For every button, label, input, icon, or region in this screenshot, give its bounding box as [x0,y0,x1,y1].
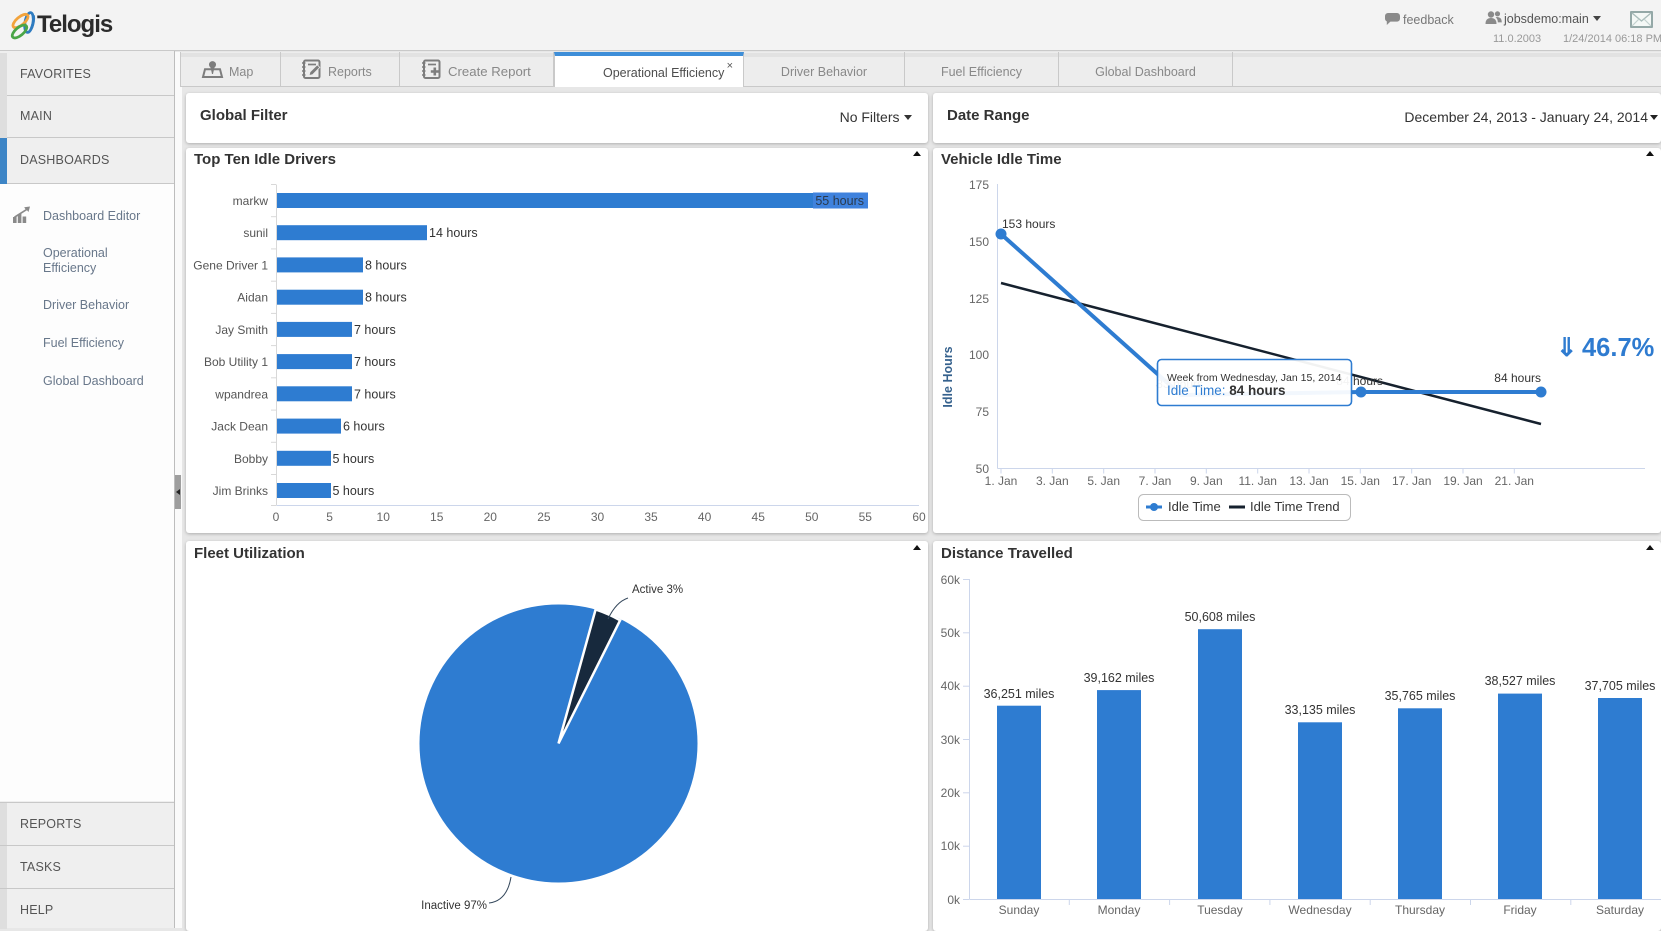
svg-text:Idle Time Trend: Idle Time Trend [1250,499,1340,514]
svg-text:Jay Smith: Jay Smith [215,323,268,337]
svg-text:0k: 0k [947,893,961,907]
svg-text:39,162 miles: 39,162 miles [1084,671,1155,685]
svg-text:7 hours: 7 hours [354,355,396,369]
svg-text:40k: 40k [941,679,961,693]
svg-text:7 hours: 7 hours [354,387,396,401]
svg-text:35: 35 [644,510,658,524]
svg-text:8 hours: 8 hours [365,291,407,305]
svg-text:125: 125 [969,292,989,306]
svg-text:55 hours: 55 hours [815,194,864,208]
svg-text:33,135 miles: 33,135 miles [1285,703,1356,717]
svg-text:3. Jan: 3. Jan [1036,474,1069,488]
svg-text:sunil: sunil [243,226,268,240]
svg-text:20k: 20k [941,786,961,800]
svg-text:Friday: Friday [1503,903,1536,917]
svg-text:13. Jan: 13. Jan [1289,474,1328,488]
svg-text:0: 0 [273,510,280,524]
svg-text:9. Jan: 9. Jan [1190,474,1223,488]
svg-text:14 hours: 14 hours [429,226,478,240]
svg-text:Sunday: Sunday [999,903,1040,917]
svg-text:8 hours: 8 hours [365,259,407,273]
svg-text:37,705 miles: 37,705 miles [1585,679,1656,693]
svg-text:7 hours: 7 hours [354,323,396,337]
svg-text:Wednesday: Wednesday [1288,903,1351,917]
svg-text:25: 25 [537,510,551,524]
svg-text:11. Jan: 11. Jan [1238,474,1276,488]
svg-text:Thursday: Thursday [1395,903,1445,917]
svg-text:50: 50 [805,510,819,524]
svg-text:Active 3%: Active 3% [632,584,683,596]
svg-text:153 hours: 153 hours [1002,217,1055,231]
svg-text:Gene Driver 1: Gene Driver 1 [193,259,268,273]
svg-text:15: 15 [430,510,444,524]
svg-text:Inactive 97%: Inactive 97% [421,900,487,912]
svg-text:6 hours: 6 hours [343,420,385,434]
svg-text:⇓: ⇓ [1556,334,1577,362]
svg-text:100: 100 [969,348,989,362]
svg-text:markw: markw [233,194,269,208]
svg-text:Monday: Monday [1098,903,1141,917]
svg-text:84 hours: 84 hours [1494,371,1541,385]
svg-text:50,608 miles: 50,608 miles [1185,610,1256,624]
svg-text:46.7%: 46.7% [1582,334,1654,362]
svg-text:1. Jan: 1. Jan [985,474,1018,488]
svg-text:wpandrea: wpandrea [214,387,268,401]
svg-text:Idle Time: 84 hours: Idle Time: 84 hours [1167,383,1286,398]
svg-text:36,251 miles: 36,251 miles [984,687,1055,701]
svg-text:Week from Wednesday, Jan 15, 2: Week from Wednesday, Jan 15, 2014 [1167,372,1342,384]
svg-text:50: 50 [976,462,990,476]
svg-text:Aidan: Aidan [237,291,268,305]
svg-text:30k: 30k [941,733,961,747]
svg-text:150: 150 [969,235,989,249]
svg-text:38,527 miles: 38,527 miles [1485,674,1556,688]
svg-text:10k: 10k [941,839,961,853]
svg-text:Idle Time: Idle Time [1168,499,1221,514]
svg-text:35,765 miles: 35,765 miles [1385,689,1456,703]
svg-text:30: 30 [591,510,605,524]
svg-text:5 hours: 5 hours [333,484,375,498]
svg-text:Jim Brinks: Jim Brinks [213,484,268,498]
svg-text:15. Jan: 15. Jan [1341,474,1380,488]
svg-text:55: 55 [859,510,873,524]
svg-text:21. Jan: 21. Jan [1495,474,1534,488]
svg-text:17. Jan: 17. Jan [1392,474,1431,488]
svg-text:40: 40 [698,510,712,524]
svg-text:5. Jan: 5. Jan [1087,474,1120,488]
svg-text:10: 10 [377,510,391,524]
svg-text:Idle Hours: Idle Hours [941,346,955,407]
svg-text:19. Jan: 19. Jan [1443,474,1482,488]
svg-text:Tuesday: Tuesday [1197,903,1243,917]
svg-text:Bob Utility 1: Bob Utility 1 [204,355,268,369]
svg-text:50k: 50k [941,626,961,640]
svg-text:175: 175 [969,178,989,192]
svg-text:45: 45 [752,510,766,524]
svg-text:5 hours: 5 hours [333,452,375,466]
svg-text:7. Jan: 7. Jan [1139,474,1172,488]
svg-text:75: 75 [976,405,990,419]
svg-text:60k: 60k [941,573,961,587]
svg-text:60: 60 [912,510,926,524]
svg-text:Jack Dean: Jack Dean [211,420,268,434]
svg-text:20: 20 [484,510,498,524]
svg-text:5: 5 [326,510,333,524]
svg-text:Bobby: Bobby [234,452,268,466]
svg-text:Saturday: Saturday [1596,903,1644,917]
